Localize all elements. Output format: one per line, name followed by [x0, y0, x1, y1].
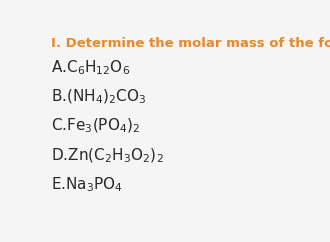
Text: D.$\mathregular{Zn(C_2H_3O_2)_2}$: D.$\mathregular{Zn(C_2H_3O_2)_2}$ — [51, 146, 164, 165]
Text: C.$\mathregular{Fe_3(PO_4)_2}$: C.$\mathregular{Fe_3(PO_4)_2}$ — [51, 117, 140, 135]
Text: E.$\mathregular{Na_3PO_4}$: E.$\mathregular{Na_3PO_4}$ — [51, 176, 123, 194]
Text: A.$\mathregular{C_6H_{12}O_6}$: A.$\mathregular{C_6H_{12}O_6}$ — [51, 58, 130, 76]
Text: I. Determine the molar mass of the following:: I. Determine the molar mass of the follo… — [51, 38, 330, 50]
Text: B.$\mathregular{(NH_4)_2CO_3}$: B.$\mathregular{(NH_4)_2CO_3}$ — [51, 87, 147, 106]
